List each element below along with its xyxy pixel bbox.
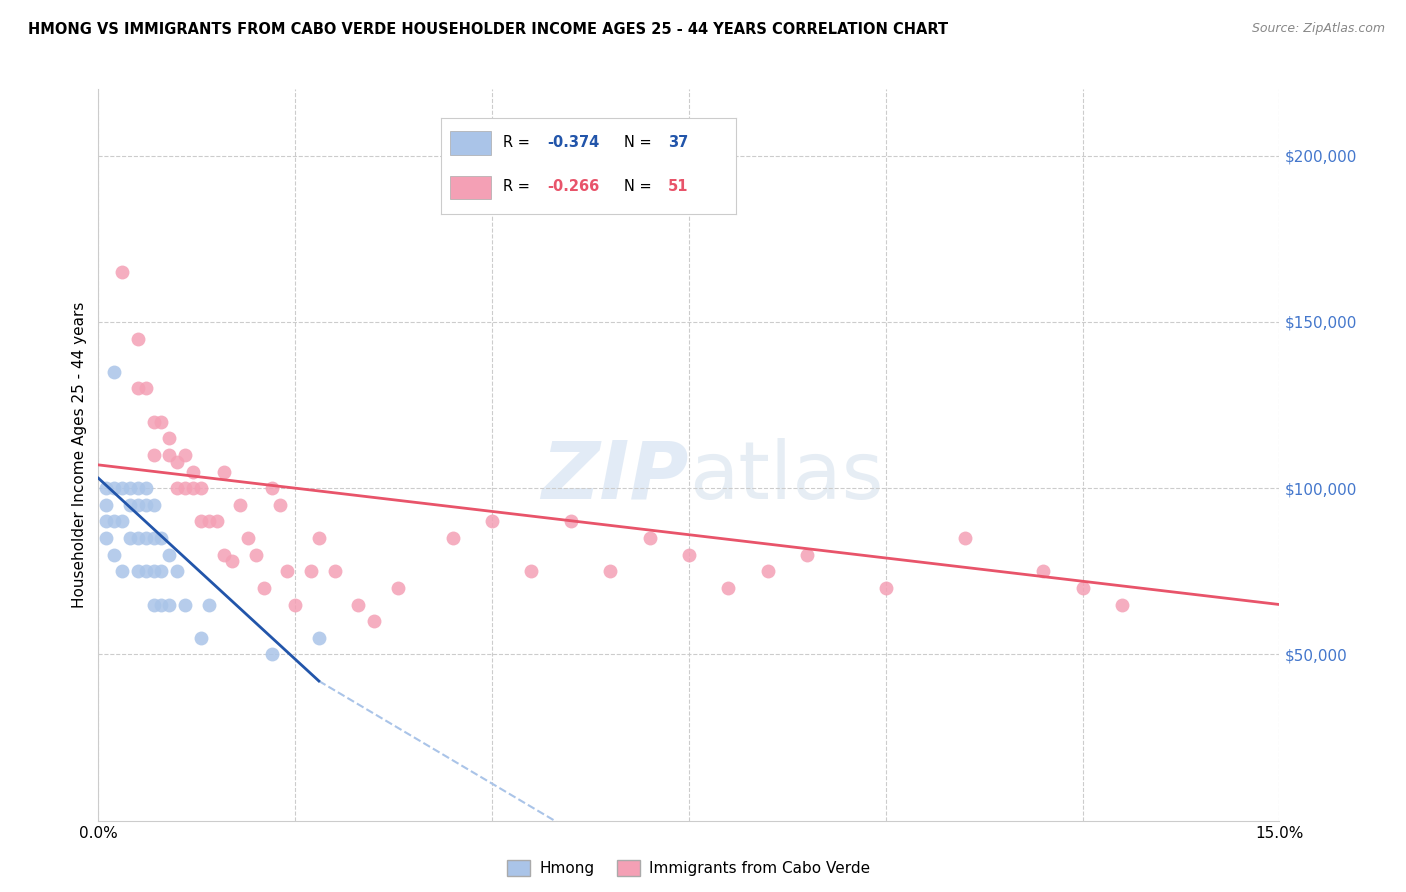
Point <box>127 332 149 346</box>
Point <box>96 498 118 512</box>
Point <box>142 415 165 429</box>
Point <box>599 564 621 578</box>
Point <box>111 265 134 279</box>
Point <box>142 531 165 545</box>
Point <box>214 465 236 479</box>
Point <box>1111 598 1133 612</box>
Point <box>142 564 165 578</box>
Point <box>205 515 228 529</box>
Point <box>96 515 118 529</box>
Point <box>387 581 409 595</box>
Text: ZIP: ZIP <box>541 438 689 516</box>
Legend: Hmong, Immigrants from Cabo Verde: Hmong, Immigrants from Cabo Verde <box>501 855 877 882</box>
Point <box>190 481 212 495</box>
Point <box>875 581 897 595</box>
Point <box>118 531 141 545</box>
Point <box>190 515 212 529</box>
Point <box>174 481 197 495</box>
Point <box>157 431 180 445</box>
Point <box>284 598 307 612</box>
Point <box>135 564 157 578</box>
Point <box>127 481 149 495</box>
Text: HMONG VS IMMIGRANTS FROM CABO VERDE HOUSEHOLDER INCOME AGES 25 - 44 YEARS CORREL: HMONG VS IMMIGRANTS FROM CABO VERDE HOUS… <box>28 22 948 37</box>
Point <box>135 481 157 495</box>
Point <box>299 564 322 578</box>
Point <box>236 531 259 545</box>
Point <box>221 554 243 568</box>
Point <box>308 531 330 545</box>
Point <box>323 564 346 578</box>
Point <box>953 531 976 545</box>
Point <box>103 515 125 529</box>
Point <box>269 498 291 512</box>
Point <box>118 498 141 512</box>
Point <box>166 481 188 495</box>
Point <box>135 381 157 395</box>
Point <box>166 454 188 468</box>
Point <box>103 548 125 562</box>
Text: Source: ZipAtlas.com: Source: ZipAtlas.com <box>1251 22 1385 36</box>
Point <box>229 498 252 512</box>
Point <box>347 598 370 612</box>
Point <box>276 564 298 578</box>
Point <box>560 515 582 529</box>
Point <box>96 481 118 495</box>
Point <box>103 365 125 379</box>
Point <box>142 598 165 612</box>
Point <box>135 531 157 545</box>
Point <box>118 481 141 495</box>
Point <box>260 481 283 495</box>
Point <box>174 598 197 612</box>
Point <box>481 515 503 529</box>
Point <box>245 548 267 562</box>
Text: atlas: atlas <box>689 438 883 516</box>
Point <box>253 581 276 595</box>
Point <box>520 564 543 578</box>
Point <box>150 531 173 545</box>
Point <box>1071 581 1094 595</box>
Point <box>127 564 149 578</box>
Point <box>142 448 165 462</box>
Point <box>181 465 204 479</box>
Point <box>111 515 134 529</box>
Point <box>150 415 173 429</box>
Point <box>127 381 149 395</box>
Point <box>103 481 125 495</box>
Point <box>181 481 204 495</box>
Point <box>756 564 779 578</box>
Point <box>796 548 818 562</box>
Point <box>260 648 283 662</box>
Point <box>150 564 173 578</box>
Point <box>157 598 180 612</box>
Point <box>111 564 134 578</box>
Point <box>157 548 180 562</box>
Point <box>166 564 188 578</box>
Point <box>197 515 219 529</box>
Point <box>363 614 385 628</box>
Point <box>135 498 157 512</box>
Point <box>150 598 173 612</box>
Point <box>157 448 180 462</box>
Point <box>1032 564 1054 578</box>
Point <box>678 548 700 562</box>
Point <box>142 498 165 512</box>
Point <box>197 598 219 612</box>
Point <box>308 631 330 645</box>
Point <box>214 548 236 562</box>
Y-axis label: Householder Income Ages 25 - 44 years: Householder Income Ages 25 - 44 years <box>72 301 87 608</box>
Point <box>111 481 134 495</box>
Point <box>190 631 212 645</box>
Point <box>127 531 149 545</box>
Point <box>717 581 740 595</box>
Point <box>441 531 464 545</box>
Point <box>638 531 661 545</box>
Point <box>127 498 149 512</box>
Point <box>174 448 197 462</box>
Point <box>96 531 118 545</box>
